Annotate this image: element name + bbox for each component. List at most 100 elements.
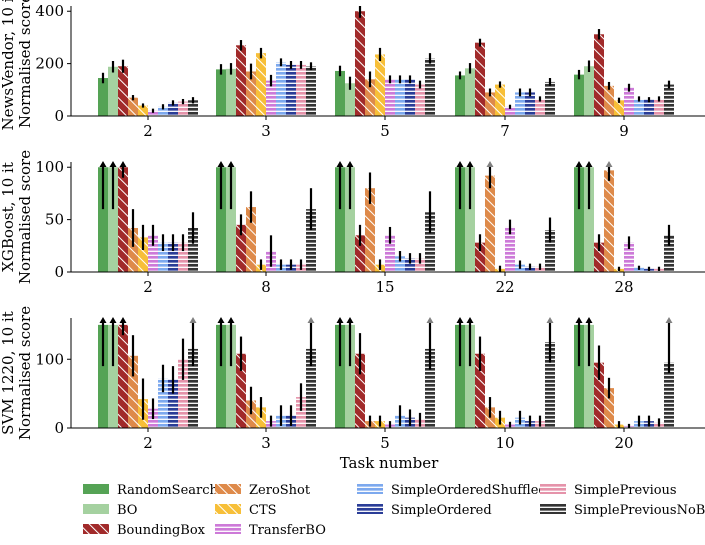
overflow-arrow [605,161,613,167]
bar-pattern [535,98,545,116]
y-tick-label: 100 [35,350,64,368]
legend-label: SimplePreviousNoBO [574,503,705,518]
y-axis-label: Normalised score [16,150,34,284]
legend-label: BO [117,503,137,518]
bar-pattern [425,212,435,272]
legend-swatch-pattern [215,504,241,514]
bar-pattern [286,64,296,116]
bar-pattern [594,34,604,116]
bar [335,324,345,428]
x-axis-label: Task number [340,454,439,472]
bar [455,324,465,428]
bar [584,167,594,272]
bar-group-10 [455,317,555,428]
legend-label: CTS [249,503,277,518]
legend-item-simpleorderedshuffled: SimpleOrderedShuffled [357,483,547,498]
bar-pattern [296,64,306,116]
bar-group-5 [335,6,435,116]
bar-pattern [306,348,316,428]
bar-pattern [495,84,505,116]
bar-pattern [355,353,365,428]
bar [584,66,594,116]
x-tick-label: 3 [261,434,271,452]
bar-pattern [405,79,415,116]
bar-pattern [545,230,555,272]
legend-item-cts: CTS [215,503,277,518]
bar-pattern [168,102,178,116]
bar-pattern [118,66,128,116]
bar-pattern [188,228,198,272]
bar-pattern [415,258,425,272]
x-tick-label: 20 [614,434,633,452]
bar [335,70,345,116]
bar-pattern [624,87,634,116]
bar [108,167,118,272]
bar-group-22 [455,161,555,272]
bar [216,324,226,428]
bar-pattern [306,209,316,272]
bar-group-8 [216,161,316,272]
bar-pattern [256,53,266,116]
legend-label: SimplePrevious [574,483,677,498]
overflow-arrow [99,317,107,323]
bar-group-3 [216,317,316,428]
legend-item-simpleprevious: SimplePrevious [540,483,677,498]
overflow-arrow [585,317,593,323]
overflow-arrow [456,161,464,167]
legend-item-bo: BO [83,503,137,518]
x-tick-label: 5 [380,122,390,140]
y-axis-label: Normalised score [16,0,34,128]
legend-item-transferbo: TransferBO [215,523,326,538]
bar [455,75,465,116]
bar-pattern [485,175,495,272]
legend-label: TransferBO [249,523,326,538]
bar-pattern [188,348,198,428]
overflow-arrow [456,317,464,323]
overflow-arrow [217,317,225,323]
bar-pattern [634,98,644,116]
bar-group-7 [455,38,555,116]
overflow-arrow [217,161,225,167]
bar-pattern [158,378,168,428]
legend-item-randomsearch: RandomSearch [83,483,219,498]
bar-pattern [385,235,395,272]
bar-pattern [158,106,168,116]
y-tick-label: 0 [54,107,64,125]
bar-pattern [395,256,405,272]
bar-pattern [246,71,256,116]
bar-group-5 [335,317,435,428]
legend-item-simpleordered: SimpleOrdered [357,503,492,518]
overflow-arrow [575,161,583,167]
legend-swatch-pattern [215,484,241,494]
bar-group-2 [98,59,198,116]
overflow-arrow [227,161,235,167]
bar-pattern [664,84,674,116]
x-tick-label: 3 [261,122,271,140]
bar [345,324,355,428]
bar [226,68,236,116]
bar [216,167,226,272]
y-tick-label: 0 [54,419,64,437]
bar [108,324,118,428]
bar-pattern [365,188,375,272]
y-tick-label: 400 [35,2,64,20]
bar-pattern [178,242,188,272]
y-axis-label-title: XGBoost, 10 it [0,162,17,272]
overflow-arrow [99,161,107,167]
bar-pattern [664,235,674,272]
legend: RandomSearch BO BoundingBox ZeroShot CTS Tran… [83,483,705,538]
bar-pattern [475,353,485,428]
bar-group-2 [98,161,198,272]
bar-pattern [236,353,246,428]
overflow-arrow [466,161,474,167]
overflow-arrow [109,317,117,323]
bar-pattern [355,235,365,272]
bar-pattern [415,84,425,116]
bar [98,167,108,272]
bar-group-20 [574,317,674,428]
bar-pattern [168,242,178,272]
bar [345,167,355,272]
overflow-arrow [189,317,197,323]
bar-pattern [355,11,365,116]
